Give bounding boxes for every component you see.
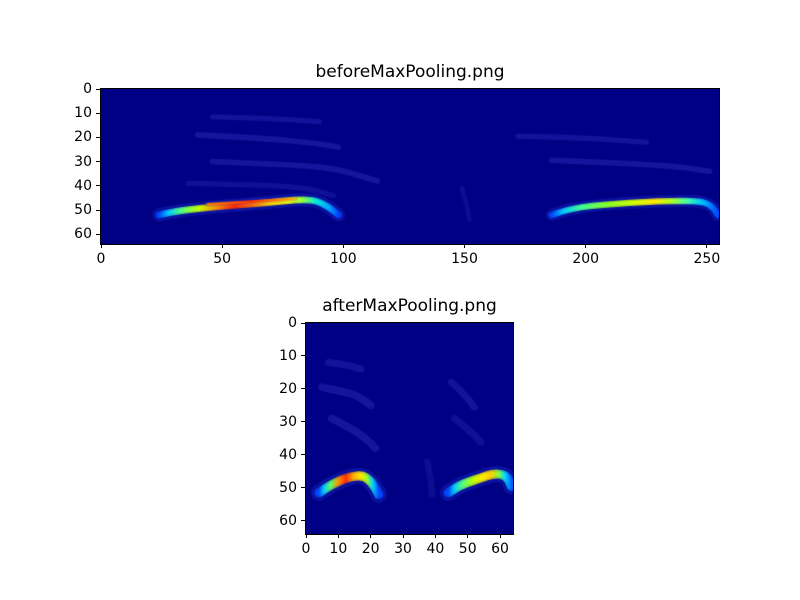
x-tick-label: 150 bbox=[451, 251, 478, 267]
x-tick-mark bbox=[337, 534, 339, 538]
x-tick-mark bbox=[305, 534, 307, 538]
y-tick-mark bbox=[96, 136, 100, 138]
y-tick-label: 20 bbox=[74, 129, 92, 146]
y-tick-label: 0 bbox=[83, 81, 92, 97]
plot-title-after-maxpooling: afterMaxPooling.png bbox=[322, 296, 497, 316]
y-tick-mark bbox=[301, 355, 305, 357]
y-tick-mark bbox=[96, 112, 100, 114]
y-tick-mark bbox=[301, 454, 305, 456]
y-tick-label: 60 bbox=[279, 512, 297, 529]
x-tick-label: 0 bbox=[301, 541, 311, 557]
x-tick-label: 200 bbox=[572, 251, 600, 267]
x-tick-mark bbox=[585, 244, 587, 248]
y-tick-mark bbox=[301, 322, 305, 324]
plot-title-before-maxpooling: beforeMaxPooling.png bbox=[315, 62, 505, 82]
x-tick-mark bbox=[706, 244, 708, 248]
y-tick-mark bbox=[96, 209, 100, 211]
subplot-after-maxpooling: afterMaxPooling.png 0 10 20 30 40 50 60 0 10 20 30… bbox=[279, 296, 514, 557]
x-tick-mark bbox=[221, 244, 223, 248]
heatmap-after-maxpooling bbox=[306, 323, 513, 534]
x-tick-label: 50 bbox=[213, 251, 232, 267]
y-tick-label: 10 bbox=[279, 347, 297, 364]
x-tick-label: 0 bbox=[96, 251, 106, 267]
y-tick-label: 40 bbox=[74, 177, 92, 194]
y-tick-label: 40 bbox=[279, 446, 297, 463]
y-tick-mark bbox=[96, 88, 100, 90]
x-tick-label: 40 bbox=[426, 541, 445, 557]
x-tick-mark bbox=[370, 534, 372, 538]
x-tick-label: 60 bbox=[491, 541, 509, 557]
y-tick-mark bbox=[301, 388, 305, 390]
x-tick-label: 10 bbox=[329, 541, 348, 557]
x-tick-label: 20 bbox=[361, 541, 380, 557]
y-tick-mark bbox=[96, 185, 100, 187]
y-tick-label: 50 bbox=[279, 479, 297, 496]
y-tick-label: 50 bbox=[74, 202, 92, 219]
x-tick-mark bbox=[402, 534, 404, 538]
y-tick-label: 10 bbox=[74, 105, 92, 122]
subplot-before-maxpooling: beforeMaxPooling.png 0 50 100 150 200 250 0 10 2… bbox=[74, 62, 720, 267]
y-tick-label: 20 bbox=[279, 380, 297, 397]
x-tick-label: 250 bbox=[693, 251, 721, 267]
heatmap-before-maxpooling bbox=[101, 89, 719, 244]
x-tick-label: 30 bbox=[394, 541, 412, 557]
x-tick-mark bbox=[499, 534, 501, 538]
x-tick-mark bbox=[467, 534, 469, 538]
y-tick-label: 30 bbox=[279, 413, 297, 430]
y-tick-mark bbox=[301, 520, 305, 522]
x-tick-mark bbox=[100, 244, 102, 248]
y-tick-label: 30 bbox=[74, 153, 92, 170]
y-tick-mark bbox=[301, 421, 305, 423]
x-tick-mark bbox=[342, 244, 344, 248]
y-tick-mark bbox=[301, 487, 305, 489]
y-tick-label: 0 bbox=[288, 315, 297, 331]
y-tick-mark bbox=[96, 161, 100, 163]
x-tick-mark bbox=[434, 534, 436, 538]
y-tick-mark bbox=[96, 233, 100, 235]
x-tick-mark bbox=[464, 244, 466, 248]
x-tick-label: 50 bbox=[458, 541, 477, 557]
y-tick-label: 60 bbox=[74, 226, 92, 243]
x-tick-label: 100 bbox=[329, 251, 357, 267]
